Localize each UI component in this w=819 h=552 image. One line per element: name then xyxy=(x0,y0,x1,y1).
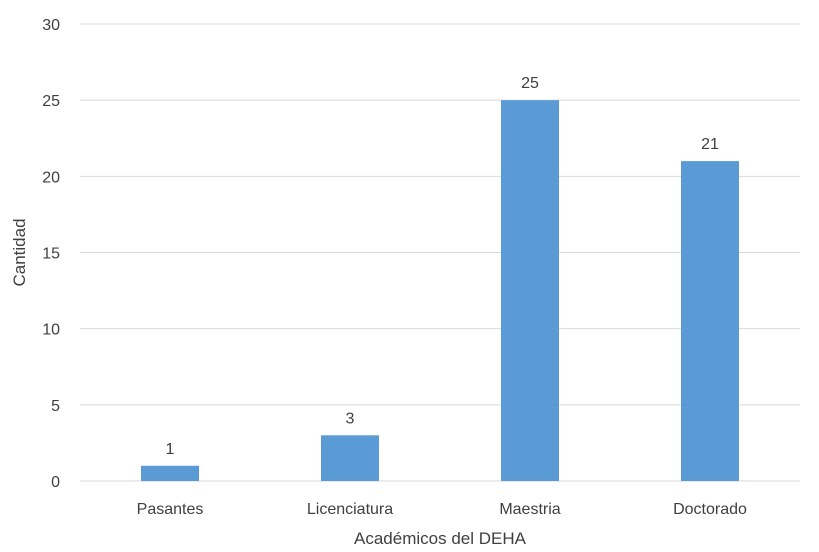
data-label: 25 xyxy=(521,75,539,92)
y-tick-label: 0 xyxy=(51,474,60,491)
x-tick-label: Doctorado xyxy=(673,501,747,518)
bars xyxy=(141,100,739,482)
x-tick-label: Maestria xyxy=(499,501,560,518)
bar xyxy=(681,161,739,481)
data-labels: 1 3 25 21 xyxy=(166,75,719,458)
y-tick-label: 15 xyxy=(42,246,60,263)
y-tick-label: 5 xyxy=(51,398,60,415)
y-tick-label: 10 xyxy=(42,322,60,339)
x-tick-label: Pasantes xyxy=(137,501,204,518)
bar xyxy=(321,435,379,481)
data-label: 21 xyxy=(701,136,719,153)
x-axis-label: Académicos del DEHA xyxy=(354,529,527,548)
y-tick-label: 20 xyxy=(42,169,60,186)
data-label: 1 xyxy=(166,441,175,458)
data-label: 3 xyxy=(346,410,355,427)
y-tick-label: 25 xyxy=(42,93,60,110)
y-axis-label: Cantidad xyxy=(10,218,29,286)
gridlines xyxy=(80,23,800,482)
bar xyxy=(501,100,559,482)
x-axis-ticks: Pasantes Licenciatura Maestria Doctorado xyxy=(137,501,747,518)
x-tick-label: Licenciatura xyxy=(307,501,393,518)
y-tick-label: 30 xyxy=(42,17,60,34)
y-axis-ticks: 0 5 10 15 20 25 30 xyxy=(42,17,60,491)
bar xyxy=(141,465,199,481)
